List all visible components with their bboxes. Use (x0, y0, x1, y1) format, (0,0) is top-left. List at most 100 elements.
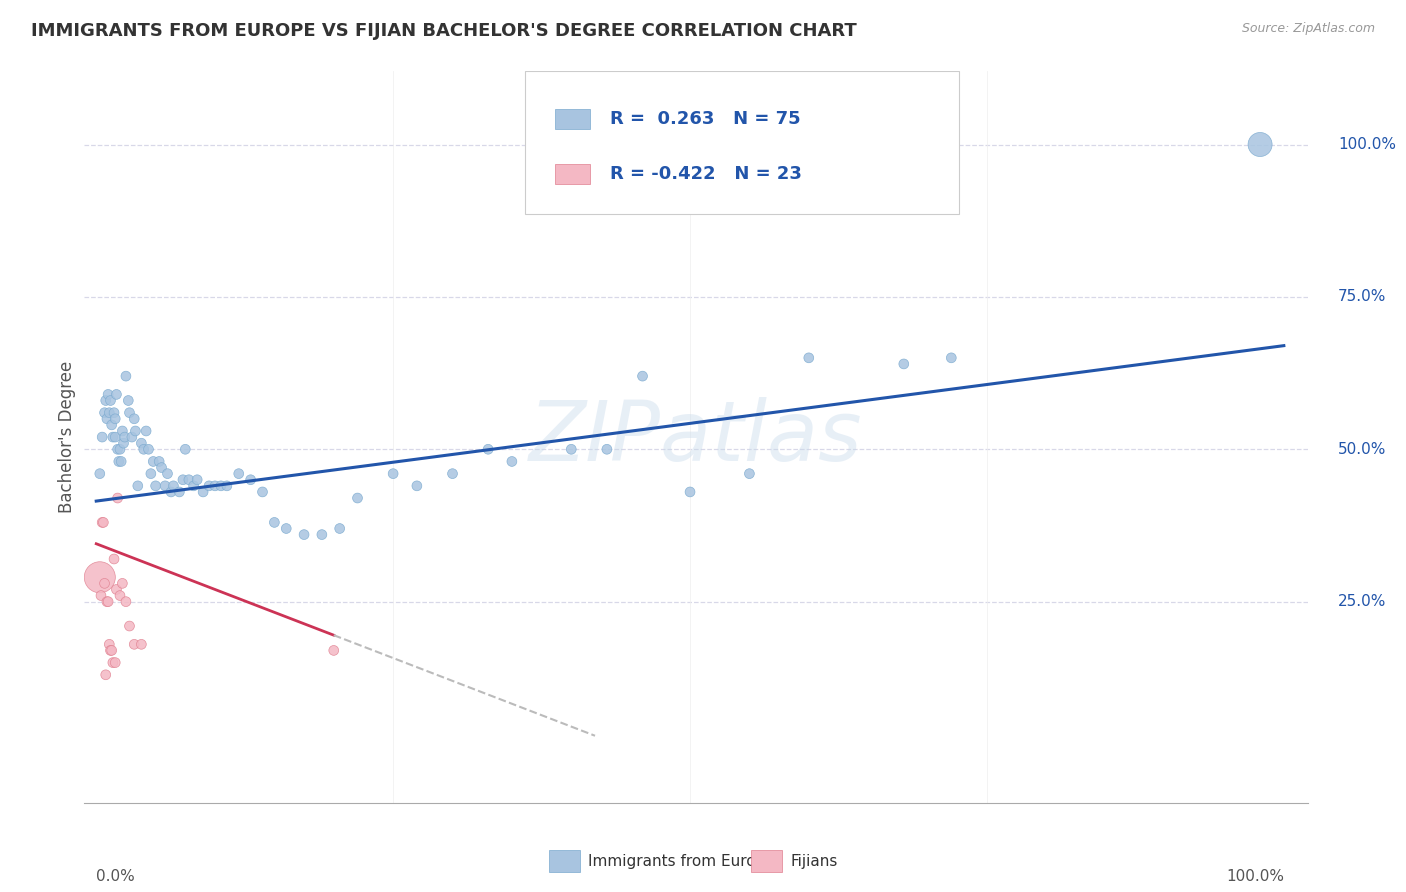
Point (122, 412, 145, 426)
Point (142, 454, 165, 468)
Point (160, 485, 183, 500)
Point (121, 430, 143, 444)
Point (103, 406, 125, 420)
Point (118, 406, 141, 420)
Point (93, 576, 115, 591)
Point (97, 387, 120, 401)
Point (100, 643, 122, 657)
Point (101, 430, 124, 444)
Point (941, 351, 963, 365)
Point (107, 454, 129, 468)
Point (98, 637, 121, 651)
Point (441, 467, 464, 481)
Text: 100.0%: 100.0% (1226, 869, 1284, 884)
Point (110, 454, 132, 468)
Point (122, 637, 145, 651)
Point (156, 467, 179, 481)
Point (104, 656, 127, 670)
Point (108, 589, 131, 603)
Point (209, 479, 232, 493)
Point (111, 576, 134, 591)
Text: Source: ZipAtlas.com: Source: ZipAtlas.com (1241, 22, 1375, 36)
Point (89, 570, 111, 584)
Point (105, 387, 128, 401)
Point (162, 479, 184, 493)
Point (138, 442, 160, 457)
Point (97, 594, 120, 608)
Point (135, 424, 157, 438)
Point (100, 643, 122, 657)
Point (322, 643, 344, 657)
Point (153, 479, 176, 493)
Point (169, 485, 191, 500)
Text: 50.0%: 50.0% (1339, 442, 1386, 457)
Bar (555, 109, 589, 129)
Point (93, 516, 115, 530)
Point (893, 357, 915, 371)
Point (252, 485, 274, 500)
Point (1249, 137, 1271, 152)
Point (204, 479, 226, 493)
Point (145, 479, 167, 493)
Point (91, 516, 114, 530)
Text: 25.0%: 25.0% (1339, 594, 1386, 609)
Point (112, 436, 135, 450)
Point (124, 424, 146, 438)
Point (105, 582, 128, 597)
Point (107, 442, 129, 457)
Text: Immigrants from Europe: Immigrants from Europe (588, 854, 775, 869)
Point (239, 473, 262, 487)
Point (139, 467, 162, 481)
FancyBboxPatch shape (524, 71, 959, 214)
Point (104, 430, 127, 444)
Point (100, 393, 122, 408)
Point (103, 552, 125, 566)
Point (98, 406, 121, 420)
Point (117, 393, 139, 408)
Point (276, 521, 298, 535)
Point (596, 442, 619, 457)
Text: 100.0%: 100.0% (1339, 137, 1396, 152)
Point (560, 442, 582, 457)
Point (100, 417, 122, 432)
Text: ZIPatlas: ZIPatlas (529, 397, 863, 477)
Point (346, 491, 368, 505)
Point (115, 369, 138, 384)
Point (94, 667, 117, 681)
Point (477, 442, 499, 457)
Bar (751, 850, 782, 872)
Point (93, 406, 115, 420)
Point (114, 430, 136, 444)
Text: R = -0.422   N = 23: R = -0.422 N = 23 (610, 165, 803, 183)
Point (406, 479, 429, 493)
Point (115, 594, 138, 608)
Point (183, 479, 205, 493)
Point (738, 467, 761, 481)
Point (127, 479, 149, 493)
Point (148, 454, 170, 468)
Point (96, 412, 118, 426)
Text: IMMIGRANTS FROM EUROPE VS FIJIAN BACHELOR'S DEGREE CORRELATION CHART: IMMIGRANTS FROM EUROPE VS FIJIAN BACHELO… (31, 22, 856, 40)
Point (91, 430, 114, 444)
Text: 75.0%: 75.0% (1339, 289, 1386, 304)
Point (292, 527, 315, 541)
Point (631, 369, 654, 384)
Point (108, 442, 131, 457)
Point (186, 473, 208, 487)
Point (96, 594, 118, 608)
Text: 0.0%: 0.0% (96, 869, 135, 884)
Bar (555, 163, 589, 184)
Point (198, 479, 221, 493)
Point (107, 491, 129, 505)
Point (191, 485, 214, 500)
Point (311, 527, 333, 541)
Point (94, 393, 117, 408)
Point (797, 351, 820, 365)
Text: Fijians: Fijians (790, 854, 838, 869)
Point (111, 424, 134, 438)
Point (150, 460, 173, 475)
Point (174, 442, 197, 457)
Point (118, 619, 141, 633)
Point (101, 656, 124, 670)
Point (131, 637, 153, 651)
